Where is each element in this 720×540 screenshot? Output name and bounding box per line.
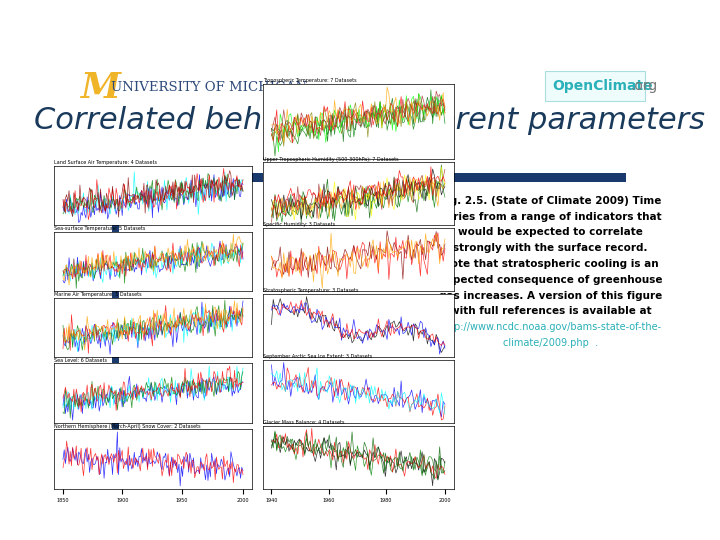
Text: Tropospheric Temperature: 7 Datasets: Tropospheric Temperature: 7 Datasets bbox=[263, 78, 356, 83]
Text: Correlated behavior of different parameters: Correlated behavior of different paramet… bbox=[34, 106, 704, 136]
Text: series from a range of indicators that: series from a range of indicators that bbox=[439, 212, 661, 221]
Text: Glacier Mass Balance: 4 Datasets: Glacier Mass Balance: 4 Datasets bbox=[263, 420, 344, 425]
Text: September Arctic Sea Ice Extent: 3 Datasets: September Arctic Sea Ice Extent: 3 Datas… bbox=[263, 354, 372, 359]
Text: gas increases. A version of this figure: gas increases. A version of this figure bbox=[438, 291, 662, 301]
Text: Upper Tropospheric Humidity (500-300hPa): 7 Datasets: Upper Tropospheric Humidity (500-300hPa)… bbox=[263, 157, 398, 161]
Bar bbox=[545, 71, 645, 102]
Text: .org: .org bbox=[630, 79, 657, 93]
Text: Northern Hemisphere (March-April) Snow Cover: 2 Datasets: Northern Hemisphere (March-April) Snow C… bbox=[54, 424, 201, 429]
Text: strongly with the surface record.: strongly with the surface record. bbox=[453, 243, 647, 253]
Text: Marine Air Temperature: 5 Datasets: Marine Air Temperature: 5 Datasets bbox=[54, 292, 142, 297]
Text: Stratospheric Temperature: 3 Datasets: Stratospheric Temperature: 3 Datasets bbox=[263, 288, 359, 293]
Bar bbox=[112, 190, 119, 443]
Text: would be expected to correlate: would be expected to correlate bbox=[458, 227, 643, 238]
Text: Note that stratospheric cooling is an: Note that stratospheric cooling is an bbox=[442, 259, 659, 269]
Text: climate/2009.php  .: climate/2009.php . bbox=[503, 338, 598, 348]
Text: Land Surface Air Temperature: 4 Datasets: Land Surface Air Temperature: 4 Datasets bbox=[54, 160, 157, 165]
Text: OpenClimate: OpenClimate bbox=[552, 79, 652, 93]
Text: M: M bbox=[80, 71, 120, 105]
Bar bbox=[112, 173, 626, 183]
FancyArrow shape bbox=[361, 391, 436, 408]
Text: http://www.ncdc.noaa.gov/bams-state-of-the-: http://www.ncdc.noaa.gov/bams-state-of-t… bbox=[440, 322, 661, 332]
Text: Sea-surface Temperature: 5 Datasets: Sea-surface Temperature: 5 Datasets bbox=[54, 226, 145, 231]
Text: Fig. 2.5. (State of Climate 2009) Time: Fig. 2.5. (State of Climate 2009) Time bbox=[439, 196, 662, 206]
Text: UNIVERSITY OF MICHIGAN: UNIVERSITY OF MICHIGAN bbox=[111, 81, 307, 94]
Text: Sea Level: 6 Datasets: Sea Level: 6 Datasets bbox=[54, 358, 107, 363]
Text: Specific Humidity: 3 Datasets: Specific Humidity: 3 Datasets bbox=[263, 222, 335, 227]
Text: expected consequence of greenhouse: expected consequence of greenhouse bbox=[438, 275, 662, 285]
Text: with full references is available at: with full references is available at bbox=[449, 306, 651, 316]
